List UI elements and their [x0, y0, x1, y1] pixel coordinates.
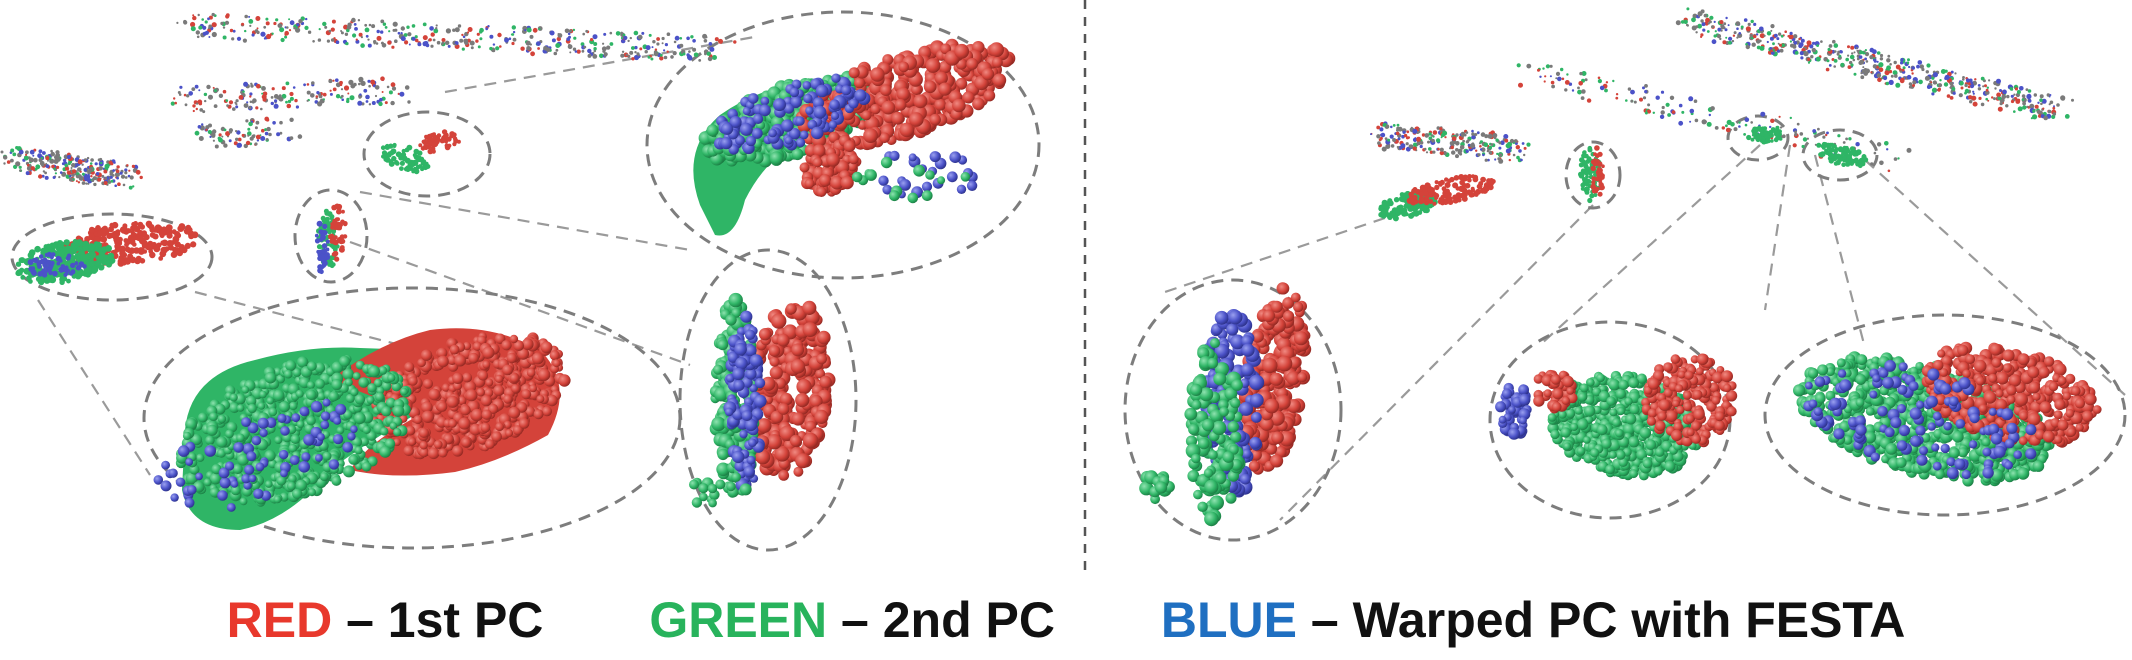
- right-pole-zoom-green: [1184, 338, 1246, 527]
- left-pole-zoom-scatter: [689, 472, 752, 508]
- ellipse-left-pole-small: [293, 188, 369, 284]
- ellipse-left-car-small: [10, 212, 214, 302]
- right-mid-zoom-blue: [1495, 382, 1532, 440]
- left-car-zoom-green-pts: [175, 354, 412, 507]
- right-small-car-red: [1406, 174, 1496, 206]
- right-scan-poles: [1516, 63, 1912, 173]
- color-legend: RED – 1st PC GREEN – 2nd PC BLUE – Warpe…: [0, 585, 2132, 655]
- right-small-mid: [1746, 125, 1783, 145]
- legend-item-green: GREEN – 2nd PC: [649, 585, 1055, 655]
- right-pole-zoom-scatter: [1139, 470, 1175, 505]
- left-pole-small-blue: [314, 220, 331, 275]
- left-scan-row: [194, 116, 303, 149]
- ellipse-right-pole-zoom: [1123, 278, 1343, 542]
- legend-item-red: RED – 1st PC: [227, 585, 544, 655]
- left-curve-small-red: [418, 129, 461, 155]
- left-pole-zoom-red: [746, 300, 836, 481]
- left-curve-zoom-red-pts: [795, 38, 1016, 152]
- legend-key-red: RED: [226, 592, 333, 648]
- ellipse-right-small-car: [1801, 128, 1879, 182]
- legend-key-green: GREEN: [649, 592, 828, 648]
- left-pole-zoom-blue: [723, 310, 767, 494]
- right-mid-zoom-red: [1641, 353, 1738, 448]
- left-curve-zoom-blue-pts: [714, 73, 871, 155]
- ellipse-right-pole-small: [1564, 140, 1622, 210]
- right-small-car2: [1818, 141, 1869, 169]
- left-curve-zoom-red-arm: [799, 134, 862, 197]
- ellipse-right-car-zoom: [1763, 313, 2127, 517]
- right-car-zoom-blue: [1803, 360, 2037, 480]
- left-scan-mid: [170, 76, 411, 114]
- ellipse-left-curve-zoom: [645, 10, 1041, 280]
- right-mid-zoom-red-left: [1533, 369, 1578, 414]
- left-scan-top: [176, 12, 737, 62]
- left-small-car-green: [15, 238, 116, 286]
- right-pole-small-r: [1590, 145, 1605, 197]
- legend-desc-green: – 2nd PC: [827, 592, 1055, 648]
- left-small-car-blue: [27, 251, 87, 278]
- zoom-ellipses: [10, 10, 2127, 552]
- point-cloud-figure: [0, 0, 2127, 570]
- left-curve-small-green: [380, 142, 431, 175]
- legend-key-blue: BLUE: [1160, 592, 1297, 648]
- left-car-zoom-blue-pts: [153, 398, 358, 512]
- left-curve-zoom-scatter-g: [851, 156, 971, 204]
- point-clouds: [0, 7, 2102, 530]
- ellipse-left-pole-zoom: [678, 248, 858, 552]
- right-scan-top: [1675, 7, 2074, 121]
- legend-desc-blue: – Warped PC with FESTA: [1297, 592, 1906, 648]
- left-scan-left: [0, 146, 143, 190]
- left-pole-small-red: [327, 203, 348, 262]
- ellipse-left-curve-small: [362, 110, 492, 198]
- ellipse-right-small-mid: [1726, 114, 1790, 162]
- legend-item-blue: BLUE – Warped PC with FESTA: [1161, 585, 1905, 655]
- legend-desc-red: – 1st PC: [332, 592, 544, 648]
- left-car-zoom-red-pts: [369, 332, 571, 460]
- right-scan-mid: [1370, 121, 1531, 164]
